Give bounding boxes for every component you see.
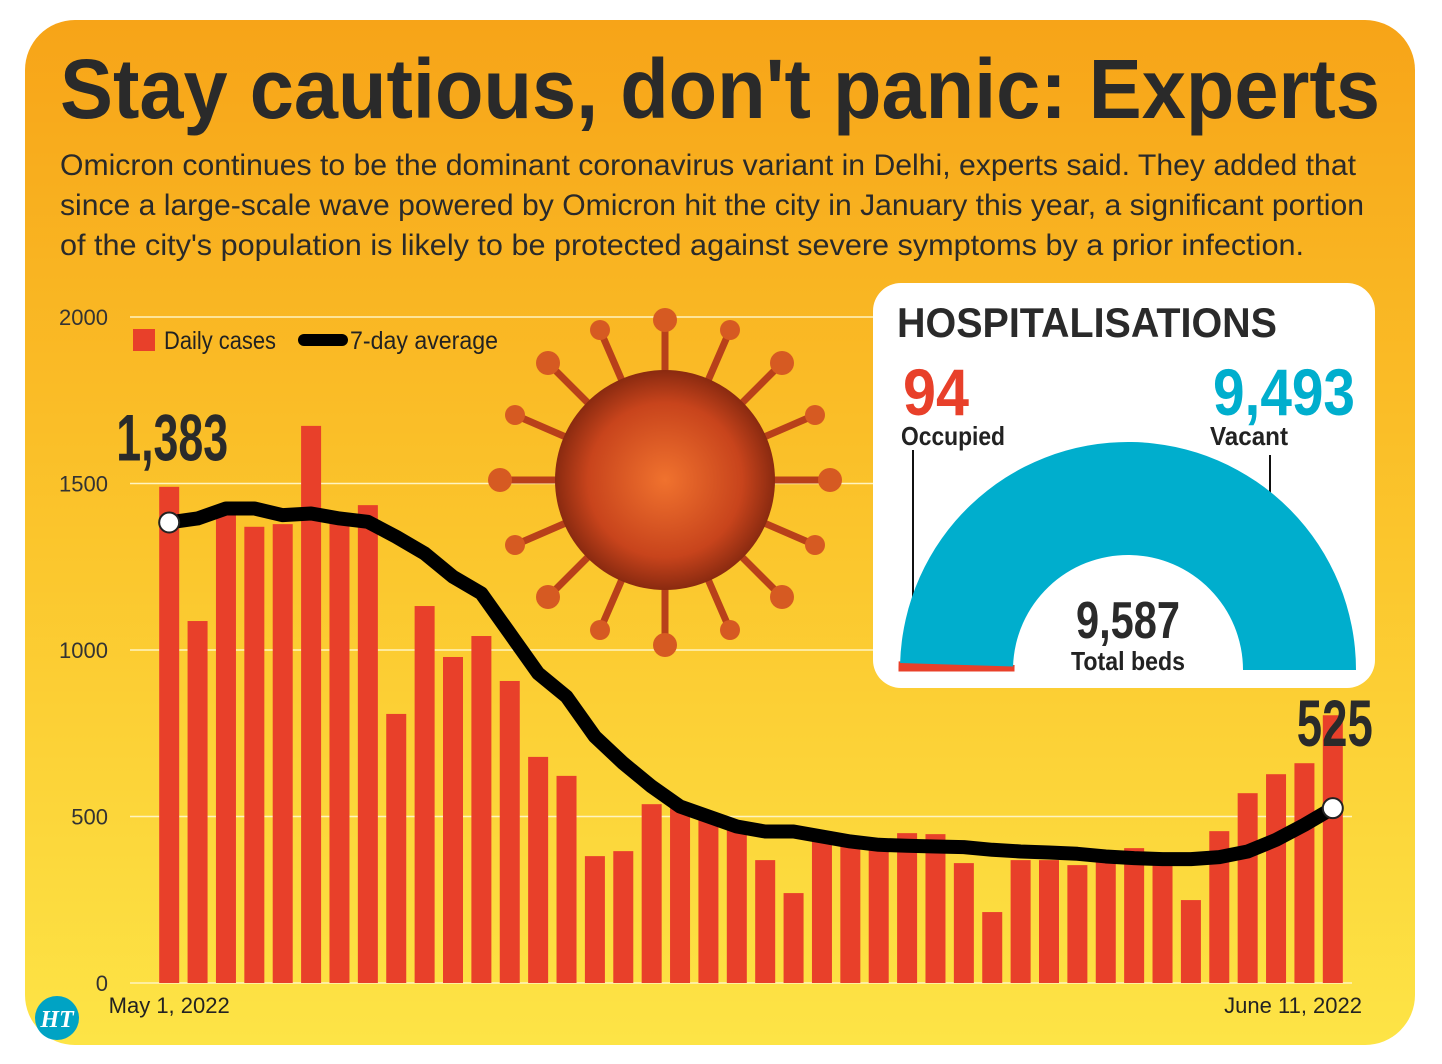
bar <box>1266 774 1287 983</box>
bar <box>726 825 747 983</box>
bar <box>840 845 861 983</box>
bar <box>982 912 1003 983</box>
bar <box>329 520 350 983</box>
total-value: 9,587 <box>1076 592 1180 650</box>
bar <box>670 808 691 983</box>
logo-badge <box>35 996 79 1040</box>
title: Stay cautious, don't panic: Experts <box>60 42 1380 136</box>
bar <box>215 515 236 983</box>
subtitle-line: since a large-scale wave powered by Omic… <box>60 189 1364 222</box>
bar <box>443 656 463 983</box>
bar <box>528 756 549 983</box>
panel-title: HOSPITALISATIONS <box>897 299 1277 346</box>
bar <box>1180 900 1201 983</box>
bar <box>159 486 180 983</box>
bar <box>1010 860 1031 983</box>
bar <box>301 425 322 983</box>
total-caption: Total beds <box>1071 646 1185 676</box>
bar <box>414 606 435 983</box>
bar <box>499 680 520 983</box>
legend-label: Daily cases <box>164 327 276 355</box>
bar <box>1124 848 1145 983</box>
legend-swatch <box>133 329 155 351</box>
bar <box>1095 855 1116 983</box>
bar <box>1039 860 1059 983</box>
gauge-segment <box>900 441 1356 670</box>
subtitle-line: Omicron continues to be the dominant cor… <box>60 149 1357 182</box>
subtitle-line: of the city's population is likely to be… <box>60 229 1304 262</box>
bar <box>783 893 804 983</box>
vacant-value: 9,493 <box>1213 355 1355 429</box>
end-marker <box>158 511 181 534</box>
bar <box>925 834 946 983</box>
bar <box>811 838 832 983</box>
bar <box>1294 763 1315 983</box>
occupied-value: 94 <box>903 355 969 429</box>
y-tick-label: 0 <box>96 971 108 996</box>
x-tick-label: June 11, 2022 <box>1224 993 1362 1018</box>
y-tick-label: 500 <box>71 805 108 830</box>
bar <box>641 804 662 983</box>
bar <box>386 713 407 983</box>
bar <box>1209 831 1230 983</box>
y-tick-label: 1000 <box>59 638 108 663</box>
logo: HT <box>39 1007 75 1033</box>
bar <box>613 851 634 983</box>
data-label: 1,383 <box>116 400 228 474</box>
bar <box>1067 865 1088 983</box>
end-marker <box>1321 797 1344 820</box>
bar <box>244 526 265 983</box>
legend-label: 7-day average <box>350 327 498 355</box>
bar <box>755 860 776 983</box>
x-tick-label: May 1, 2022 <box>109 993 230 1018</box>
bar <box>698 815 719 983</box>
bar <box>1152 858 1173 983</box>
occupied-label: Occupied <box>901 421 1005 451</box>
bar <box>1322 715 1343 983</box>
bar <box>1237 793 1258 983</box>
bar <box>584 856 605 983</box>
vacant-label: Vacant <box>1210 421 1288 451</box>
bar <box>471 636 492 983</box>
bar <box>897 833 918 983</box>
average-line <box>162 501 1340 867</box>
bar <box>868 840 889 983</box>
bar <box>272 524 293 983</box>
bar <box>556 775 577 983</box>
bar <box>187 621 208 983</box>
virus-illustration <box>488 308 842 657</box>
bar <box>357 505 378 983</box>
y-tick-label: 1500 <box>59 472 108 497</box>
y-tick-label: 2000 <box>59 305 108 330</box>
data-label: 525 <box>1297 686 1373 760</box>
bar <box>953 863 974 983</box>
